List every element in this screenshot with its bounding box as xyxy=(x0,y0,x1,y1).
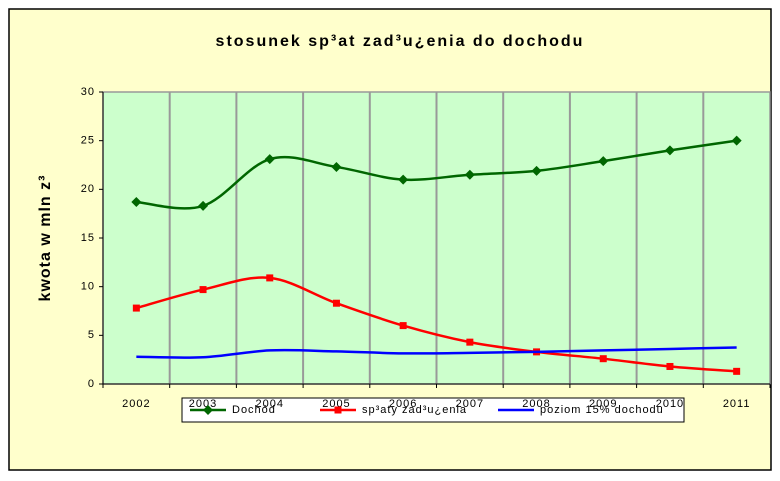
marker xyxy=(264,154,275,165)
marker xyxy=(399,322,407,330)
x-tick-label: 2011 xyxy=(723,398,751,410)
marker xyxy=(666,362,674,370)
x-tick-label: 2006 xyxy=(389,398,417,410)
marker xyxy=(398,174,409,185)
y-tick-label: 15 xyxy=(81,232,95,244)
y-tick-label: 10 xyxy=(81,281,95,293)
marker xyxy=(334,406,342,414)
y-tick-label: 25 xyxy=(81,135,95,147)
marker xyxy=(132,304,140,312)
x-tick-label: 2004 xyxy=(256,398,284,410)
marker xyxy=(331,161,342,172)
y-tick-label: 20 xyxy=(81,183,95,195)
x-tick-label: 2007 xyxy=(456,398,484,410)
marker xyxy=(531,165,542,176)
legend-label: sp³aty zad³u¿enia xyxy=(362,404,467,416)
marker xyxy=(332,299,340,307)
marker xyxy=(198,200,209,211)
x-tick-label: 2003 xyxy=(189,398,217,410)
marker xyxy=(733,367,741,375)
x-tick-label: 2009 xyxy=(589,398,617,410)
marker xyxy=(466,338,474,346)
marker xyxy=(203,405,213,415)
y-tick-label: 5 xyxy=(88,329,95,341)
x-tick-label: 2008 xyxy=(522,398,550,410)
marker xyxy=(598,156,609,167)
legend-label: poziom 15% dochodu xyxy=(540,404,664,416)
y-axis-label: kwota w mln z³ xyxy=(37,175,54,302)
chart-title: stosunek sp³at zad³u¿enia do dochodu xyxy=(216,33,585,50)
y-tick-label: 30 xyxy=(81,86,95,98)
legend-label: Dochód xyxy=(232,404,276,416)
series-line xyxy=(136,276,737,373)
legend xyxy=(181,397,685,423)
marker xyxy=(464,169,475,180)
marker xyxy=(131,196,142,207)
y-tick-label: 0 xyxy=(88,378,95,390)
marker xyxy=(664,145,675,156)
x-tick-label: 2010 xyxy=(656,398,684,410)
x-tick-label: 2002 xyxy=(122,398,150,410)
marker xyxy=(731,135,742,146)
series-line xyxy=(136,346,737,359)
marker xyxy=(266,274,274,282)
x-tick-label: 2005 xyxy=(322,398,350,410)
marker xyxy=(199,286,207,294)
series-line xyxy=(136,139,737,210)
marker xyxy=(599,355,607,363)
